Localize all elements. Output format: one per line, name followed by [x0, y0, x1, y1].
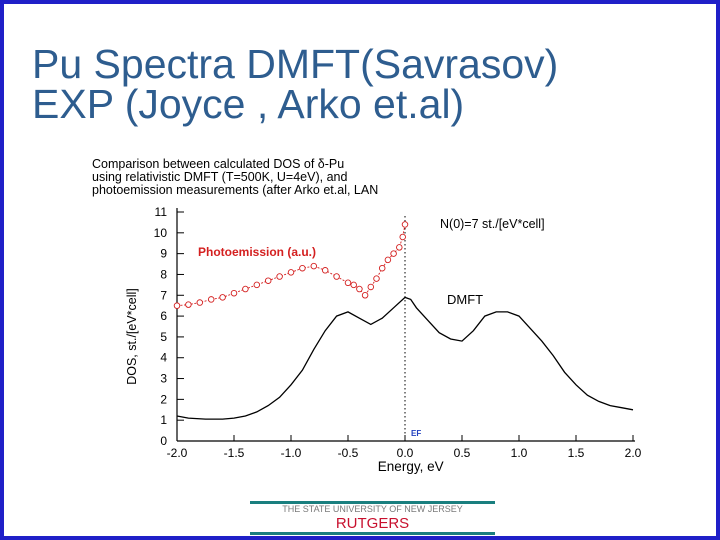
footer-university: THE STATE UNIVERSITY OF NEW JERSEY: [282, 504, 463, 514]
photoemission-point: [396, 244, 403, 251]
series-label-dmft: DMFT: [447, 292, 483, 307]
series-label-photoemission: Photoemission (a.u.): [198, 245, 316, 259]
chart-title-line-3: photoemission measurements (after Arko e…: [92, 183, 378, 197]
series-photoemission: [173, 221, 409, 309]
chart-title-block: Comparison between calculated DOS of δ-P…: [92, 157, 378, 197]
photoemission-point: [276, 273, 283, 280]
footer-divider-top: [250, 501, 495, 504]
y-tick-label: 2: [160, 392, 167, 406]
photoemission-point: [333, 273, 340, 280]
y-tick-label: 7: [160, 288, 167, 302]
y-tick-label: 3: [160, 372, 167, 386]
photoemission-point: [310, 262, 318, 270]
photoemission-point: [321, 267, 329, 274]
y-tick-label: 10: [154, 226, 168, 240]
photoemission-point: [367, 283, 375, 291]
photoemission-point: [390, 250, 397, 257]
photoemission-point: [219, 294, 226, 301]
chart-title-line-2: using relativistic DMFT (T=500K, U=4eV),…: [92, 170, 347, 184]
photoemission-point: [185, 301, 192, 308]
chart-axes: 0 1 2 3 4 5 6 7 8 9 10 11 -2.0 -1.5 -1.0 -0.5 0.0 0.5 1.0 1…: [125, 205, 642, 474]
fermi-level-label: EF: [411, 429, 421, 438]
chart-series: [173, 221, 634, 420]
photoemission-point: [344, 279, 352, 287]
slide-title-line1: Pu Spectra DMFT(Savrasov): [32, 41, 559, 87]
photoemission-point: [207, 296, 215, 303]
x-tick-label: 0.5: [454, 446, 471, 460]
dmft-line: [176, 296, 634, 420]
y-tick-label: 1: [160, 413, 167, 427]
photoemission-point: [253, 281, 261, 289]
photoemission-point: [384, 256, 392, 264]
photoemission-point: [173, 302, 181, 309]
photoemission-point: [401, 221, 409, 228]
photoemission-point: [361, 292, 369, 299]
y-tick-label: 0: [160, 434, 167, 448]
chart-annotations: N(0)=7 st./[eV*cell] Photoemission (a.u.)…: [198, 217, 545, 307]
photoemission-point: [242, 285, 249, 293]
y-tick-label: 6: [160, 309, 167, 323]
photoemission-point: [378, 264, 386, 272]
y-axis-label: DOS, st./[eV*cell]: [125, 288, 139, 385]
series-dmft: [176, 296, 634, 420]
photoemission-point: [399, 233, 406, 241]
photoemission-point: [373, 275, 380, 282]
x-tick-label: -1.5: [224, 446, 245, 460]
y-tick-label: 11: [155, 205, 168, 219]
x-tick-label: 1.0: [511, 446, 528, 460]
x-tick-label: -0.5: [338, 446, 359, 460]
x-tick-label: 1.5: [568, 446, 585, 460]
chart-title-line-1: Comparison between calculated DOS of δ-P…: [92, 157, 344, 171]
x-tick-label: 2.0: [625, 446, 642, 460]
photoemission-point: [287, 269, 295, 276]
photoemission-point: [264, 277, 272, 284]
y-tick-label: 4: [160, 351, 167, 365]
photoemission-line: [176, 224, 406, 307]
y-tick-label: 9: [160, 247, 167, 261]
footer-brand: RUTGERS: [335, 515, 410, 532]
slide-title-line2: EXP (Joyce , Arko et.al): [32, 81, 465, 127]
annotation-n0: N(0)=7 st./[eV*cell]: [440, 217, 545, 231]
x-axis-label: Energy, eV: [378, 459, 444, 474]
photoemission-point: [196, 299, 204, 306]
x-tick-label: 0.0: [397, 446, 414, 460]
footer-divider-bottom: [250, 532, 495, 535]
x-tick-label: -1.0: [281, 446, 302, 460]
photoemission-point: [230, 289, 238, 297]
photoemission-point: [356, 285, 363, 293]
x-tick-label: -2.0: [167, 446, 188, 460]
photoemission-point: [350, 281, 357, 289]
y-tick-label: 5: [160, 330, 167, 344]
slide-title: Pu Spectra DMFT(Savrasov) EXP (Joyce , A…: [32, 41, 559, 127]
y-tick-label: 8: [160, 267, 167, 281]
photoemission-point: [299, 264, 306, 272]
